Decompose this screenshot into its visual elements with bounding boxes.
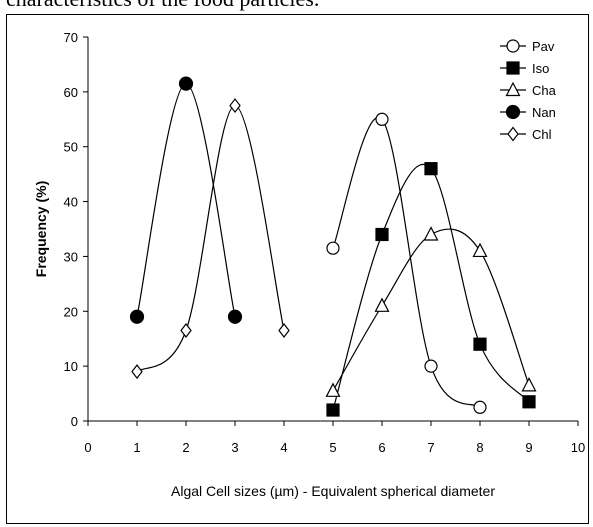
- x-tick-label: 4: [280, 440, 287, 455]
- series-line-nan: [136, 83, 236, 317]
- data-point-cha: [374, 297, 390, 312]
- legend-label-pav: Pav: [532, 39, 555, 54]
- data-point-cha: [325, 382, 341, 397]
- data-point-iso: [375, 227, 389, 242]
- y-tick-label: 0: [71, 414, 78, 429]
- x-tick-label: 2: [182, 440, 189, 455]
- axes: 0 10 20 30 40 50 60 70 0 1 2 3 4 5 6 7 8 9 10: [64, 30, 586, 455]
- y-tick-label: 20: [64, 304, 78, 319]
- data-point-iso: [326, 403, 340, 417]
- y-tick-label: 30: [64, 249, 78, 264]
- caption-fragment: characteristics of the food particles.: [6, 0, 319, 12]
- data-point-pav: [473, 400, 487, 414]
- legend-label-iso: Iso: [532, 61, 549, 76]
- data-point-nan: [227, 309, 243, 324]
- data-point-cha: [521, 377, 537, 392]
- legend-marker-cha: [505, 81, 521, 97]
- data-point-iso: [522, 395, 536, 409]
- data-point-pav: [424, 359, 438, 373]
- series-line-chl: [136, 104, 285, 373]
- x-tick-label: 6: [378, 440, 385, 455]
- data-point-chl: [229, 98, 241, 114]
- y-tick-label: 60: [64, 85, 78, 100]
- data-point-chl: [131, 364, 143, 380]
- y-tick-label: 70: [64, 30, 78, 45]
- y-axis-title: Frequency (%): [33, 181, 49, 277]
- series-line-iso: [332, 163, 530, 411]
- x-tick-label: 9: [525, 440, 532, 455]
- legend-label-cha: Cha: [532, 83, 557, 98]
- legend: Pav Iso Cha Nan Chl: [500, 39, 557, 142]
- data-point-nan: [129, 309, 145, 324]
- legend-marker-nan: [505, 104, 521, 120]
- x-tick-label: 1: [133, 440, 140, 455]
- y-tick-label: 10: [64, 359, 78, 374]
- legend-marker-iso: [506, 61, 520, 75]
- legend-marker-pav: [506, 39, 520, 53]
- legend-label-chl: Chl: [532, 127, 552, 142]
- x-tick-label: 7: [427, 440, 434, 455]
- data-point-cha: [472, 242, 488, 258]
- y-tick-label: 40: [64, 195, 78, 210]
- data-point-cha: [423, 226, 439, 241]
- legend-marker-chl: [507, 126, 519, 142]
- chart-frame: [6, 14, 589, 524]
- x-tick-label: 10: [571, 440, 585, 455]
- x-axis-title: Algal Cell sizes (µm) - Equivalent spher…: [171, 483, 495, 499]
- data-point-pav: [375, 112, 389, 126]
- data-point-iso: [473, 337, 487, 351]
- x-tick-label: 3: [231, 440, 238, 455]
- x-tick-label: 5: [329, 440, 336, 455]
- y-tick-label: 50: [64, 140, 78, 155]
- data-point-iso: [424, 162, 438, 176]
- x-tick-label: 0: [84, 440, 91, 455]
- data-point-pav: [326, 241, 340, 255]
- data-point-chl: [278, 323, 290, 338]
- legend-label-nan: Nan: [532, 105, 556, 120]
- x-tick-label: 8: [476, 440, 483, 455]
- data-point-chl: [180, 323, 192, 338]
- series-line-pav: [332, 116, 481, 408]
- series-markers: [129, 76, 537, 417]
- data-point-nan: [178, 76, 194, 91]
